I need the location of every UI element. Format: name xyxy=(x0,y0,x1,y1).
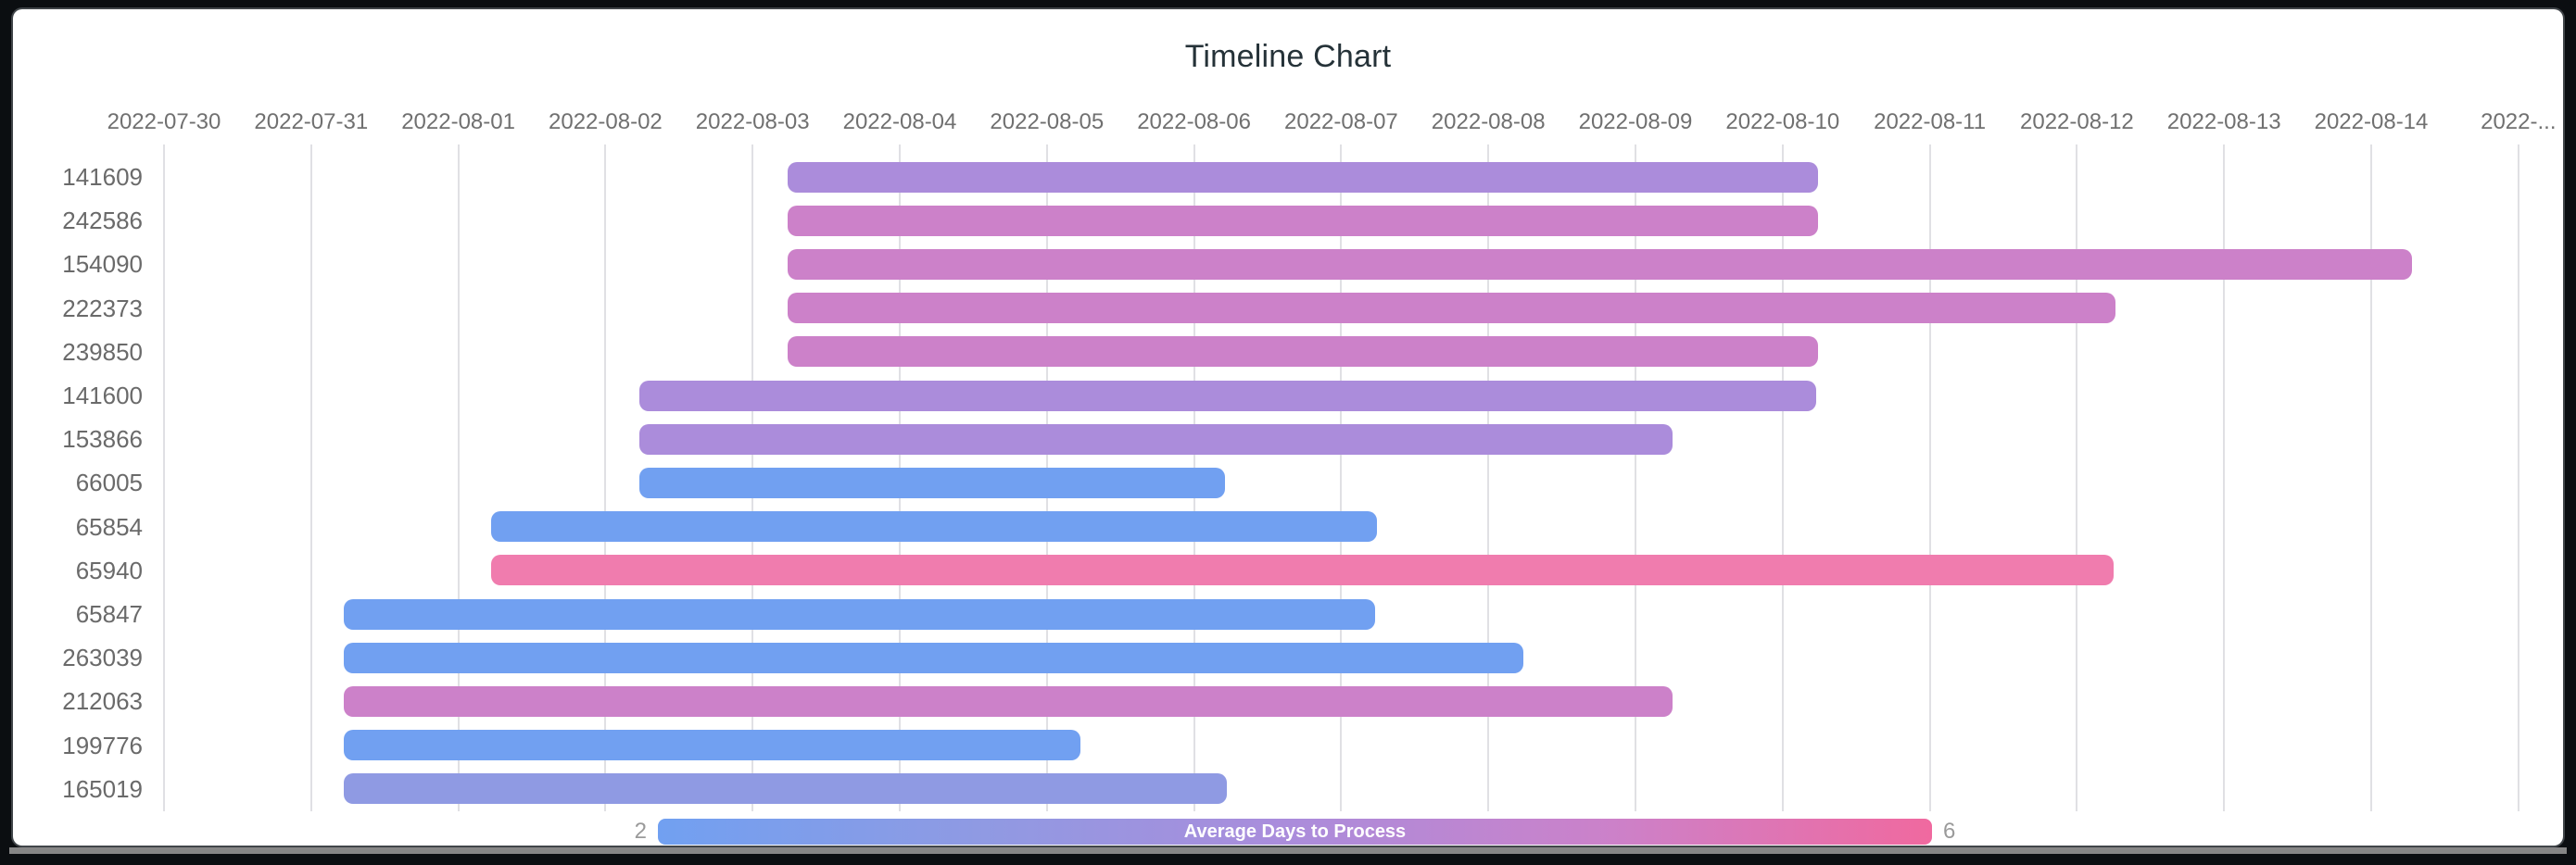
timeline-bar-65940[interactable] xyxy=(490,555,2115,586)
gridline xyxy=(2076,144,2078,811)
x-axis-tick-label: 2022-08-02 xyxy=(549,109,663,134)
gridline xyxy=(1635,144,1636,811)
row-label: 66005 xyxy=(75,469,143,497)
legend-gradient-bar: Average Days to Process xyxy=(658,819,1932,845)
timeline-bar-154090[interactable] xyxy=(788,248,2413,280)
row-label: 199776 xyxy=(62,731,143,759)
gridline xyxy=(1340,144,1343,811)
row-label: 65854 xyxy=(75,512,143,541)
timeline-bar-66005[interactable] xyxy=(638,467,1225,498)
timeline-bar-141609[interactable] xyxy=(788,161,1818,193)
timeline-bar-65847[interactable] xyxy=(343,598,1375,630)
x-axis-tick-label: 2022-08-09 xyxy=(1578,109,1693,134)
x-axis-tick-label: 2022-08-08 xyxy=(1431,109,1546,134)
row-label: 239850 xyxy=(62,337,143,366)
x-axis-tick-label: 2022-08-10 xyxy=(1725,109,1840,134)
x-axis-tick-label: 2022-08-05 xyxy=(990,109,1105,134)
row-label: 141600 xyxy=(62,382,143,409)
x-axis-tick-label: 2022-08-12 xyxy=(2020,109,2134,134)
x-axis-tick-label: 2022-08-13 xyxy=(2166,109,2281,134)
x-axis-tick-label: 2022-08-11 xyxy=(1874,109,1987,134)
gridline xyxy=(163,144,165,811)
row-label: 165019 xyxy=(62,774,143,803)
row-label: 154090 xyxy=(62,250,143,279)
timeline-bar-141600[interactable] xyxy=(638,380,1817,411)
x-axis-tick-label: 2022-08-01 xyxy=(401,109,515,134)
x-axis-tick-label: 2022-08-04 xyxy=(842,109,957,134)
x-axis-tick-label: 2022-08-06 xyxy=(1137,109,1251,134)
timeline-bar-65854[interactable] xyxy=(490,511,1377,543)
legend-max-value: 6 xyxy=(1943,819,1956,844)
row-label: 65847 xyxy=(75,600,143,628)
legend-title: Average Days to Process xyxy=(1183,821,1407,842)
gridline xyxy=(1928,144,1931,811)
x-axis-tick-label: 2022-07-31 xyxy=(254,109,369,134)
chart-title: Timeline Chart xyxy=(1184,39,1392,74)
x-axis-tick-label: 2022-... xyxy=(2481,109,2557,134)
gridline xyxy=(1487,144,1490,811)
timeline-bar-199776[interactable] xyxy=(343,730,1081,761)
gridline xyxy=(2517,144,2519,811)
timeline-bar-263039[interactable] xyxy=(343,642,1524,673)
legend-min-value: 2 xyxy=(634,819,647,844)
timeline-bar-239850[interactable] xyxy=(788,336,1818,368)
chart-panel: Timeline Chart 2022-07-30 2022-07-31 2022-… xyxy=(13,9,2563,846)
row-label: 263039 xyxy=(62,644,143,672)
gridline xyxy=(1781,144,1784,811)
timeline-bar-165019[interactable] xyxy=(343,773,1227,805)
gridline xyxy=(2370,144,2372,811)
row-label: 212063 xyxy=(62,687,143,716)
row-label: 222373 xyxy=(62,294,143,322)
window-bottom-edge xyxy=(9,847,2567,854)
x-axis-tick-label: 2022-07-30 xyxy=(107,109,221,134)
x-axis-tick-label: 2022-08-07 xyxy=(1284,109,1398,134)
row-label: 141609 xyxy=(62,163,143,191)
row-label: 153866 xyxy=(62,425,143,454)
timeline-bar-153866[interactable] xyxy=(638,423,1673,455)
timeline-bar-242586[interactable] xyxy=(788,205,1818,236)
row-label: 65940 xyxy=(75,556,143,584)
row-label: 242586 xyxy=(62,207,143,235)
gridline xyxy=(457,144,460,811)
gridline xyxy=(604,144,607,811)
gridline xyxy=(2223,144,2226,811)
timeline-bar-212063[interactable] xyxy=(343,685,1673,717)
x-axis-tick-label: 2022-08-03 xyxy=(695,109,810,134)
x-axis-tick-label: 2022-08-14 xyxy=(2314,109,2429,134)
gridline xyxy=(309,144,312,811)
timeline-bar-222373[interactable] xyxy=(788,293,2115,324)
